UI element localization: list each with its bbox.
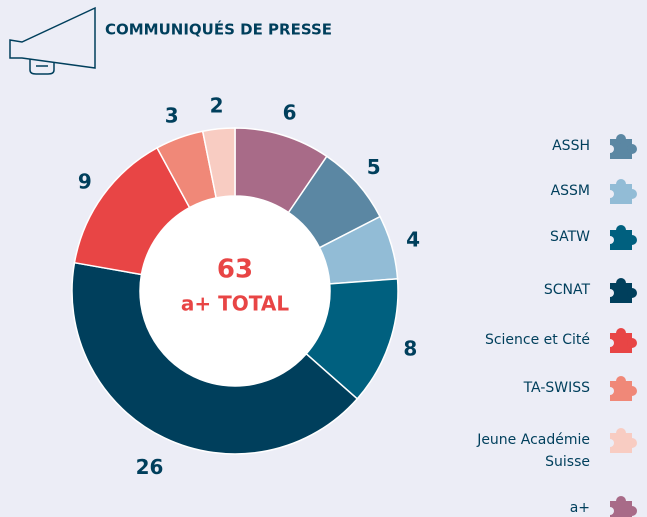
value-label: 5 bbox=[367, 155, 381, 179]
legend-puzzle-icon bbox=[606, 278, 637, 303]
legend-label: Jeune Académie Suisse bbox=[477, 432, 590, 470]
donut-segment bbox=[71, 261, 359, 455]
legend-label: TA-SWISS bbox=[523, 380, 590, 396]
legend-label: ASSM bbox=[550, 183, 590, 199]
value-label: 8 bbox=[403, 336, 417, 360]
megaphone-icon bbox=[9, 6, 96, 75]
value-label: 4 bbox=[406, 227, 420, 251]
legend-label: SCNAT bbox=[543, 282, 590, 298]
value-label: 26 bbox=[136, 455, 164, 479]
legend-puzzle-icon bbox=[606, 428, 637, 453]
legend-label: ASSH bbox=[552, 138, 590, 154]
value-label: 2 bbox=[210, 93, 224, 117]
legend-label: SATW bbox=[549, 229, 590, 245]
value-label: 3 bbox=[165, 104, 179, 128]
legend-puzzle-icon bbox=[606, 134, 637, 159]
legend-puzzle-icon bbox=[606, 225, 637, 250]
legend-puzzle-icon bbox=[606, 496, 637, 517]
legend-puzzle-icon bbox=[606, 328, 637, 353]
legend-label: a+ bbox=[569, 500, 590, 516]
value-label: 6 bbox=[283, 101, 297, 125]
title: COMMUNIQUÉS DE PRESSE bbox=[105, 20, 332, 39]
total: 63 bbox=[217, 255, 253, 285]
donut-center bbox=[140, 196, 330, 386]
legend-puzzle-icon bbox=[606, 179, 637, 204]
donut-segment bbox=[201, 127, 236, 199]
legend-label: Science et Cité bbox=[484, 332, 590, 348]
legend-puzzle-icon bbox=[606, 376, 637, 401]
value-label: 9 bbox=[78, 170, 92, 194]
total-label: a+ TOTAL bbox=[181, 292, 289, 316]
